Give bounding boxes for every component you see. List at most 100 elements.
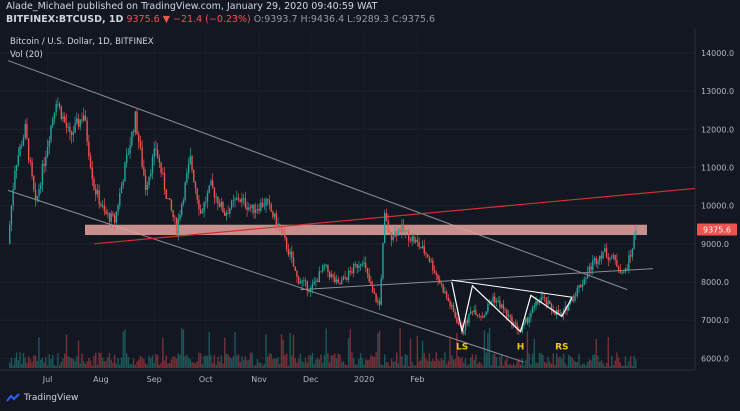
volume-bar	[361, 357, 364, 368]
volume-bar	[535, 362, 537, 368]
volume-bar	[383, 354, 386, 368]
candle-body	[119, 193, 121, 206]
volume-bar	[340, 362, 343, 368]
volume-bar	[177, 353, 179, 368]
volume-label: Vol (20)	[10, 50, 43, 60]
volume-bar	[339, 354, 341, 368]
candle-body	[198, 199, 200, 210]
candle-body	[547, 300, 549, 305]
pattern-label-rs: RS	[555, 342, 568, 352]
volume-bar	[179, 354, 181, 368]
candle-body	[138, 134, 140, 142]
volume-bar	[254, 364, 257, 368]
volume-bar	[43, 362, 45, 368]
candle-body	[611, 257, 613, 259]
candle-body	[21, 145, 23, 147]
candle-body	[482, 317, 484, 319]
candle-body	[595, 258, 597, 264]
candle-body	[177, 219, 179, 234]
price-change: 9375.6 ▼ −21.4 (−0.23%)	[126, 14, 251, 25]
volume-bar	[344, 364, 346, 368]
candle-body	[559, 312, 561, 315]
volume-bar	[62, 358, 64, 368]
candle-body	[158, 157, 161, 163]
candle-body	[203, 202, 205, 212]
volume-bar	[208, 332, 210, 368]
candle-body	[100, 204, 102, 207]
volume-bar	[617, 357, 620, 368]
volume-bar	[566, 365, 568, 368]
red-trendline	[93, 187, 696, 245]
candle-body	[339, 282, 341, 285]
volume-bar	[251, 352, 253, 368]
volume-bar	[473, 359, 475, 368]
candle-body	[394, 231, 396, 237]
volume-bar	[311, 352, 314, 368]
volume-bar	[237, 353, 240, 368]
ohlc-low: L:9289.3	[347, 14, 389, 25]
candle-body	[426, 254, 429, 258]
volume-bar	[162, 337, 164, 368]
candle-body	[359, 264, 362, 266]
candle-body	[36, 196, 38, 201]
candle-body	[261, 202, 264, 207]
candle-body	[186, 173, 188, 183]
candle-body	[65, 122, 68, 128]
candle-body	[242, 198, 245, 199]
volume-bar	[14, 358, 16, 368]
volume-bar	[46, 365, 49, 368]
tradingview-logo-text: TradingView	[24, 393, 79, 403]
candle-body	[27, 138, 30, 161]
candle-body	[215, 196, 217, 198]
chart-title: Bitcoin / U.S. Dollar, 1D, BITFINEX	[10, 37, 154, 47]
candle-body	[217, 196, 219, 204]
volume-bar	[308, 355, 310, 368]
volume-bar	[550, 363, 553, 368]
volume-bar	[170, 359, 173, 368]
volume-bar	[82, 361, 85, 368]
candle-body	[254, 209, 257, 213]
volume-bar	[296, 362, 298, 368]
candle-body	[139, 141, 142, 148]
candle-body	[585, 278, 587, 280]
volume-bar	[525, 360, 527, 368]
volume-bar	[194, 363, 197, 368]
candle-body	[315, 280, 317, 282]
volume-bar	[105, 360, 107, 368]
candle-body	[12, 189, 14, 206]
candle-body	[325, 264, 327, 266]
volume-bar	[330, 355, 333, 368]
candle-body	[592, 260, 594, 270]
volume-bar	[29, 359, 32, 368]
volume-bar	[67, 356, 69, 368]
volume-bar	[464, 358, 467, 368]
candle-body	[356, 264, 358, 268]
candle-body	[167, 198, 169, 199]
candle-body	[187, 164, 190, 174]
candle-body	[545, 297, 548, 305]
candle-body	[580, 285, 582, 287]
volume-bar	[168, 362, 171, 368]
candle-body	[125, 154, 128, 163]
candle-body	[530, 312, 532, 318]
candle-body	[619, 270, 622, 274]
tradingview-logo[interactable]: TradingView	[6, 393, 78, 403]
volume-bar	[624, 356, 627, 368]
volume-bar	[537, 362, 539, 368]
volume-bar	[334, 353, 336, 368]
candle-body	[210, 180, 212, 186]
volume-bar	[507, 364, 510, 368]
volume-bar	[187, 357, 190, 368]
candle-body	[129, 145, 131, 154]
volume-bar	[559, 356, 561, 368]
candle-body	[557, 310, 560, 315]
volume-bar	[22, 353, 25, 368]
resistance-zone	[85, 224, 647, 236]
volume-bar	[113, 354, 116, 368]
volume-bar	[289, 332, 291, 368]
volume-bar	[401, 356, 403, 368]
volume-bar	[445, 364, 448, 368]
volume-bar	[399, 327, 401, 368]
volume-bar	[488, 327, 491, 368]
volume-bar	[573, 359, 575, 368]
